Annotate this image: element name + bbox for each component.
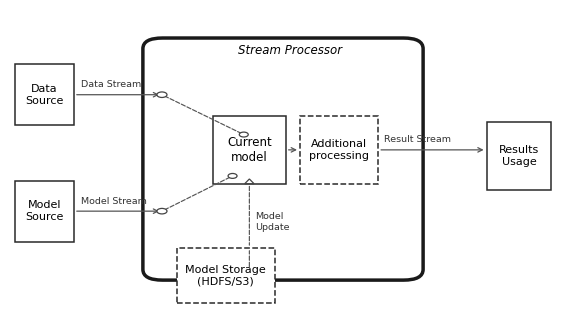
FancyBboxPatch shape — [177, 248, 275, 303]
Text: Additional
processing: Additional processing — [309, 139, 369, 161]
Circle shape — [157, 92, 167, 97]
Text: Stream Processor: Stream Processor — [238, 44, 342, 57]
Circle shape — [239, 132, 248, 137]
Text: Model Stream: Model Stream — [82, 197, 147, 206]
FancyBboxPatch shape — [15, 181, 74, 242]
FancyBboxPatch shape — [487, 122, 551, 190]
Text: Model
Update: Model Update — [255, 212, 289, 232]
FancyBboxPatch shape — [15, 64, 74, 125]
FancyBboxPatch shape — [300, 116, 378, 183]
Circle shape — [228, 173, 237, 178]
FancyBboxPatch shape — [213, 116, 286, 183]
Text: Current
model: Current model — [227, 136, 272, 164]
Text: Data
Source: Data Source — [25, 84, 64, 105]
Text: Result Stream: Result Stream — [384, 135, 451, 144]
Text: Model Storage
(HDFS/S3): Model Storage (HDFS/S3) — [185, 265, 266, 286]
Text: Data Stream: Data Stream — [82, 80, 142, 89]
Text: Results
Usage: Results Usage — [499, 145, 539, 167]
Circle shape — [157, 208, 167, 214]
FancyBboxPatch shape — [143, 38, 423, 280]
Text: Model
Source: Model Source — [25, 200, 64, 222]
